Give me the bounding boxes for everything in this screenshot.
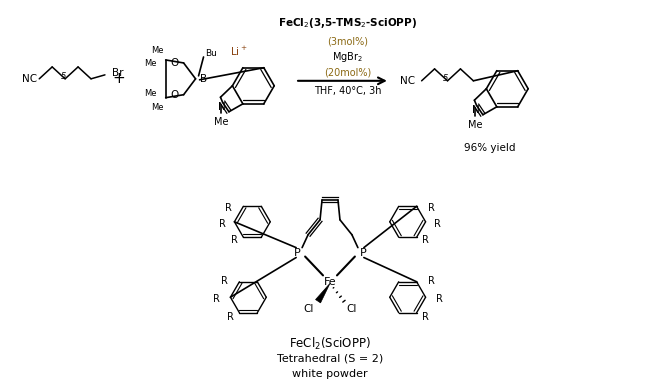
Text: THF, 40°C, 3h: THF, 40°C, 3h: [314, 86, 381, 96]
Text: NC: NC: [22, 74, 38, 84]
Polygon shape: [315, 283, 330, 303]
Text: FeCl$_2$(3,5-TMS$_2$-SciOPP): FeCl$_2$(3,5-TMS$_2$-SciOPP): [278, 16, 417, 30]
Text: O: O: [171, 90, 178, 100]
Text: Me: Me: [214, 117, 229, 127]
Text: Cl: Cl: [303, 304, 313, 314]
Text: Br: Br: [112, 68, 124, 78]
Text: Me: Me: [145, 59, 157, 68]
Text: R: R: [221, 276, 228, 286]
Text: (20mol%): (20mol%): [324, 68, 371, 78]
Text: R: R: [428, 276, 435, 286]
Text: (3mol%): (3mol%): [327, 36, 368, 46]
Text: P: P: [360, 247, 366, 257]
Text: Li$^+$: Li$^+$: [231, 44, 248, 58]
Text: 5: 5: [443, 74, 448, 83]
Text: R: R: [225, 203, 232, 213]
Text: NC: NC: [400, 76, 415, 86]
Text: white powder: white powder: [292, 369, 368, 379]
Text: Me: Me: [151, 46, 164, 54]
Text: R: R: [231, 235, 238, 245]
Text: R: R: [436, 294, 443, 304]
Text: R: R: [434, 219, 441, 229]
Text: N: N: [471, 105, 479, 115]
Text: R: R: [422, 235, 429, 245]
Text: Me: Me: [145, 89, 157, 98]
Text: FeCl$_2$(SciOPP): FeCl$_2$(SciOPP): [289, 336, 371, 352]
Text: Bu: Bu: [206, 49, 217, 58]
Text: B: B: [200, 74, 207, 84]
Text: 5: 5: [60, 72, 66, 81]
Text: R: R: [428, 203, 435, 213]
Text: Cl: Cl: [347, 304, 357, 314]
Text: +: +: [112, 71, 126, 86]
Text: R: R: [227, 312, 234, 322]
Text: R: R: [219, 219, 226, 229]
Text: R: R: [422, 312, 429, 322]
Text: O: O: [171, 58, 178, 68]
Text: Tetrahedral (S = 2): Tetrahedral (S = 2): [277, 354, 383, 364]
Text: Me: Me: [468, 120, 483, 130]
Text: R: R: [213, 294, 220, 304]
Text: 96% yield: 96% yield: [463, 143, 515, 153]
Text: Fe: Fe: [324, 278, 336, 287]
Text: N: N: [217, 102, 225, 112]
Text: Me: Me: [151, 103, 164, 112]
Text: P: P: [293, 247, 301, 257]
Text: MgBr$_2$: MgBr$_2$: [332, 50, 363, 64]
